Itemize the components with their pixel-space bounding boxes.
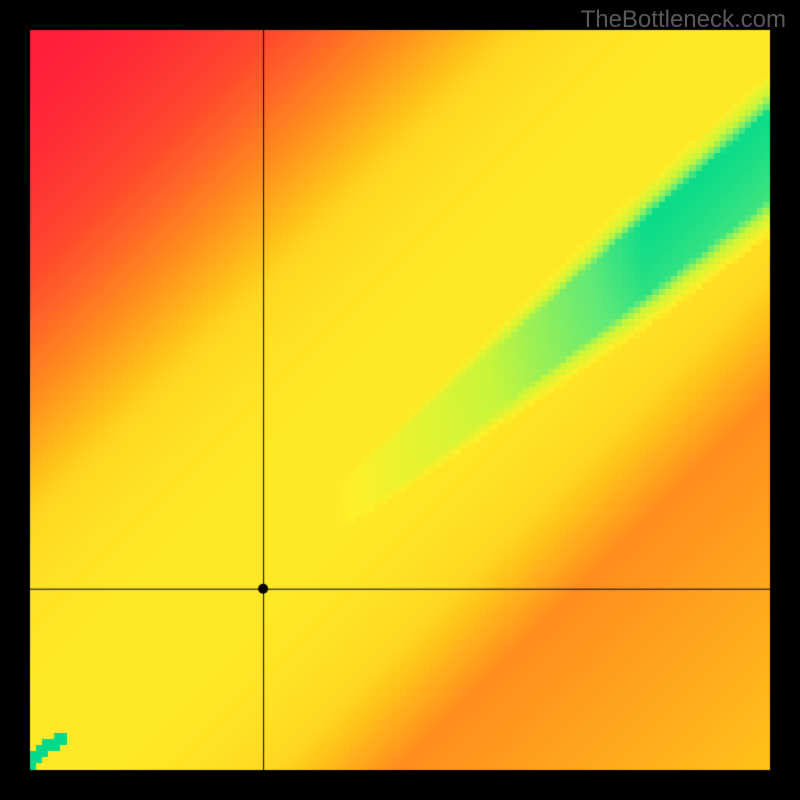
chart-container: { "watermark": "TheBottleneck.com", "cha…: [0, 0, 800, 800]
bottleneck-heatmap: [0, 0, 800, 800]
watermark-text: TheBottleneck.com: [581, 6, 786, 34]
